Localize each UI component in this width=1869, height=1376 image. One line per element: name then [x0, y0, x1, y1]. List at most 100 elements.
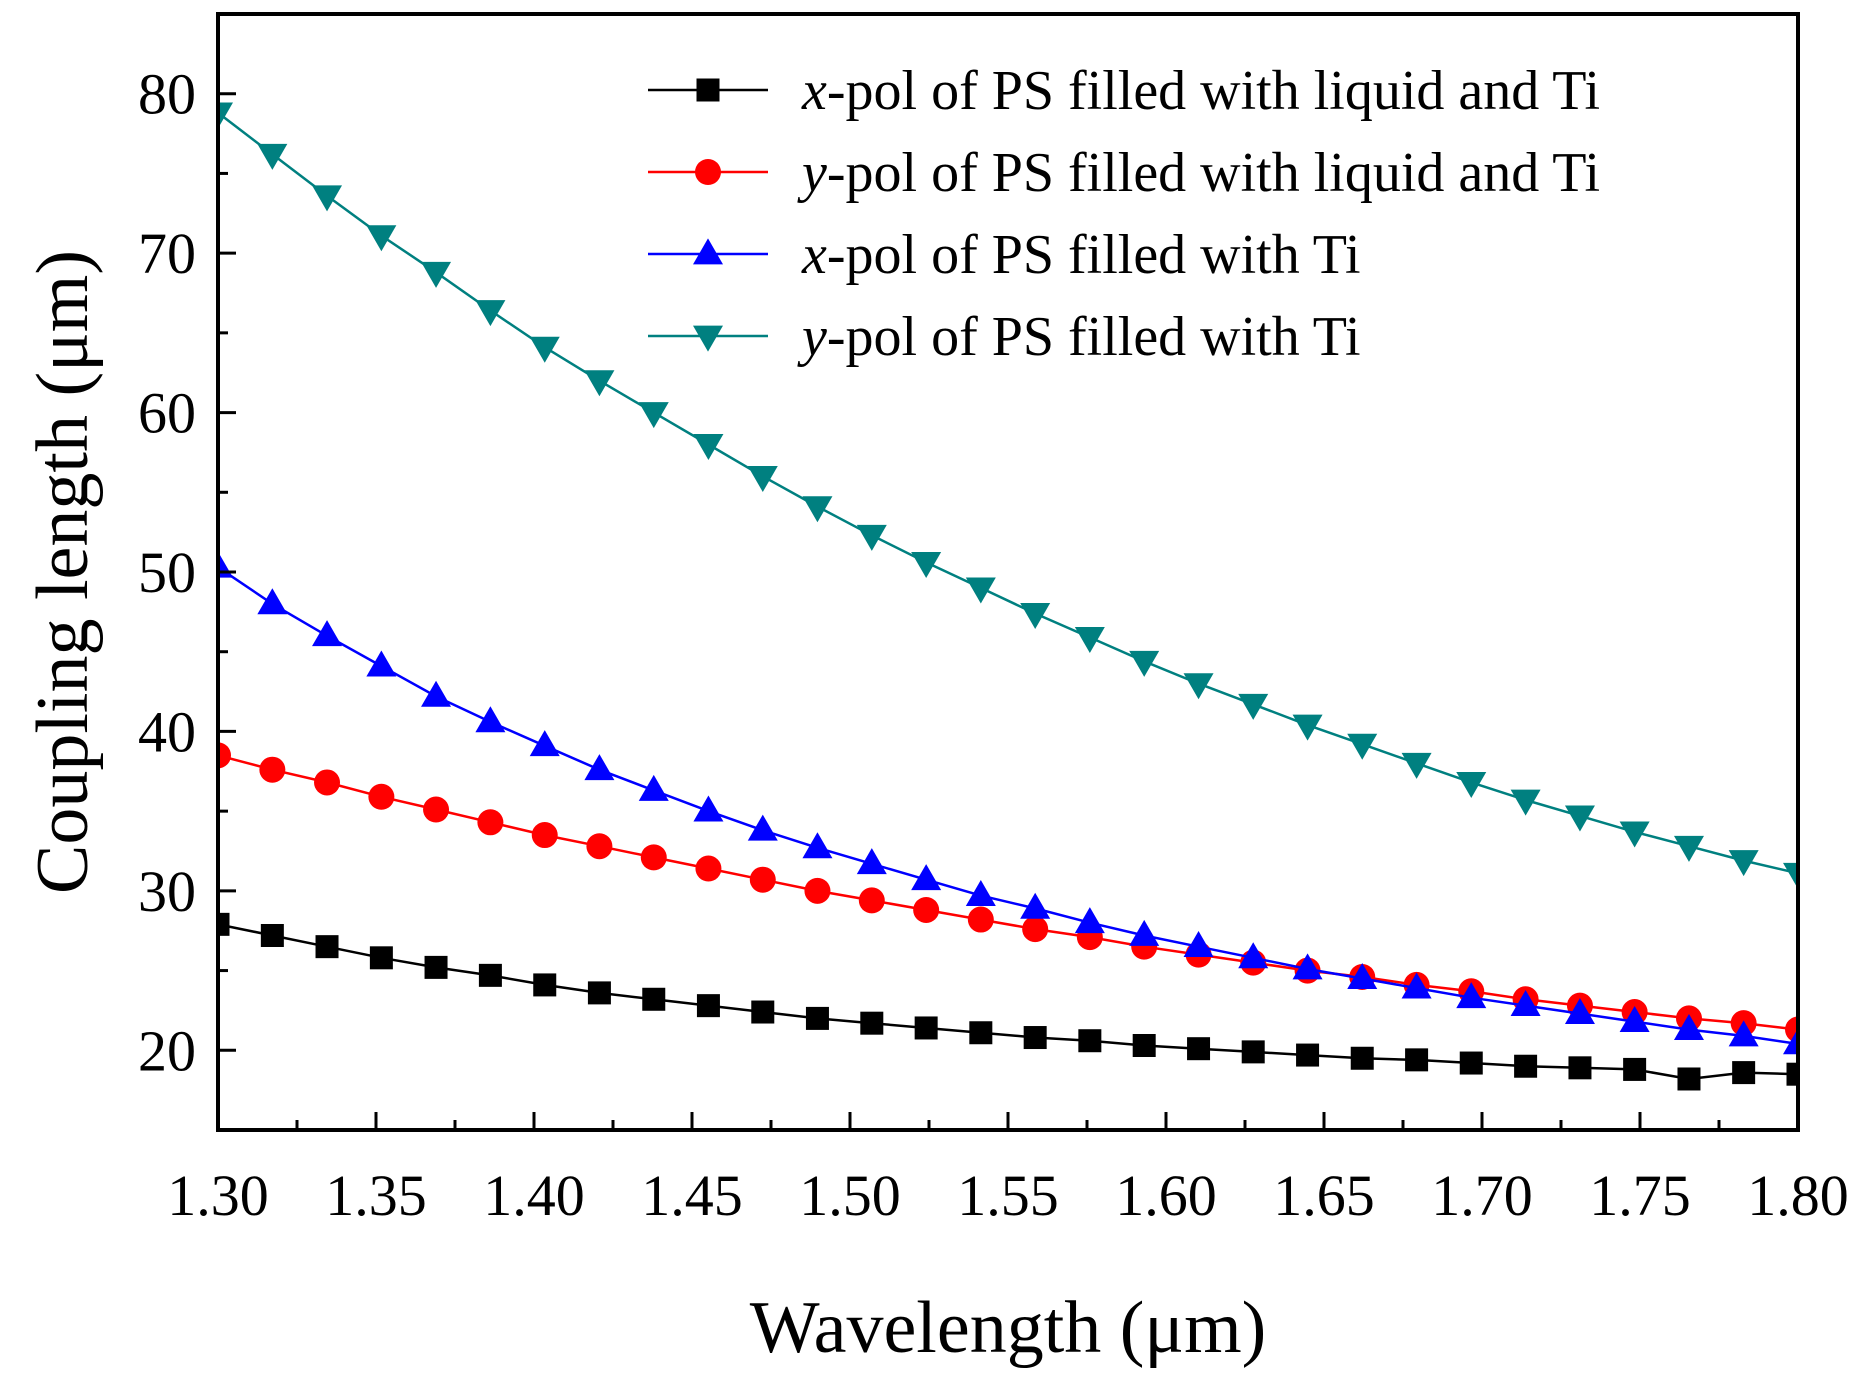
data-point	[913, 896, 940, 923]
data-point	[314, 769, 341, 796]
data-point	[696, 994, 720, 1018]
x-tick-label: 1.55	[957, 1163, 1059, 1228]
data-point	[584, 370, 615, 397]
data-point	[257, 588, 288, 615]
y-tick-label: 70	[138, 221, 196, 286]
data-point	[421, 261, 452, 288]
legend-label: x-pol of PS filled with Ti	[801, 224, 1361, 286]
data-point	[1347, 962, 1378, 989]
data-point	[1292, 714, 1323, 741]
data-point	[1568, 1056, 1592, 1080]
legend-marker	[696, 78, 720, 102]
data-point	[218, 102, 233, 129]
data-point	[1783, 1028, 1798, 1055]
data-point	[1783, 862, 1798, 889]
y-tick-label: 80	[138, 62, 196, 127]
data-point	[218, 912, 230, 936]
data-point	[366, 225, 397, 252]
data-point	[914, 1016, 938, 1040]
data-point	[693, 434, 724, 461]
data-point	[911, 864, 942, 891]
x-tick-label: 1.65	[1273, 1163, 1375, 1228]
data-point	[586, 833, 613, 860]
data-point	[1347, 733, 1378, 760]
data-point	[751, 1000, 775, 1024]
series-2	[218, 742, 1798, 1043]
y-axis-title: Coupling length (μm)	[22, 250, 104, 894]
data-point	[1456, 982, 1487, 1009]
data-point	[1292, 953, 1323, 980]
legend-label: x-pol of PS filled with liquid and Ti	[801, 60, 1600, 122]
x-tick-label: 1.70	[1431, 1163, 1533, 1228]
data-point	[477, 809, 504, 836]
data-point	[1238, 942, 1269, 969]
data-point	[368, 783, 395, 810]
data-point	[259, 756, 286, 783]
data-point	[312, 620, 343, 647]
data-point	[1296, 1043, 1320, 1067]
data-point	[856, 524, 887, 551]
x-axis-title: Wavelength (μm)	[750, 1287, 1267, 1369]
data-point	[1401, 972, 1432, 999]
data-point	[640, 844, 667, 871]
legend-label-var: x	[801, 224, 827, 286]
data-point	[1074, 626, 1105, 653]
data-point	[1129, 650, 1160, 677]
data-point	[638, 402, 669, 429]
series-line-1	[218, 923, 1798, 1081]
data-point	[1074, 907, 1105, 934]
data-point	[315, 935, 339, 959]
data-point	[1728, 1020, 1759, 1047]
data-point	[1677, 1067, 1701, 1091]
data-point	[911, 552, 942, 579]
legend-marker	[695, 159, 721, 185]
data-point	[1020, 892, 1051, 919]
legend-label-var: x	[801, 60, 827, 122]
data-point	[965, 880, 996, 907]
data-point	[478, 963, 502, 987]
data-point	[642, 987, 666, 1011]
x-tick-label: 1.45	[641, 1163, 743, 1228]
data-point	[1241, 1040, 1265, 1064]
axes-layer: 1.30 1.35 1.40 1.45 1.50 1.55 1.60 1.65 1.70 1.75…	[138, 12, 1849, 1228]
y-tick-label: 50	[138, 540, 196, 605]
legend-item-4: y-pol of PS filled with Ti	[648, 306, 1361, 368]
data-point	[1350, 1046, 1374, 1070]
data-point	[804, 877, 831, 904]
data-point	[749, 866, 776, 893]
y-tick-label: 40	[138, 699, 196, 764]
data-point	[860, 1011, 884, 1035]
y-tick-label: 20	[138, 1018, 196, 1083]
data-point	[587, 981, 611, 1005]
data-point	[529, 336, 560, 363]
data-point	[312, 185, 343, 212]
data-point	[366, 650, 397, 677]
data-point	[1022, 916, 1049, 943]
data-point	[1129, 919, 1160, 946]
data-point	[858, 887, 885, 914]
data-point	[638, 774, 669, 801]
data-point	[218, 742, 231, 769]
legend-item-2: y-pol of PS filled with liquid and Ti	[648, 142, 1600, 204]
data-point	[1786, 1062, 1798, 1086]
x-tick-label: 1.30	[167, 1163, 269, 1228]
data-point	[969, 1021, 993, 1045]
data-point	[475, 300, 506, 327]
data-point	[1673, 835, 1704, 862]
data-point	[1732, 1061, 1756, 1085]
legend-marker	[693, 238, 723, 265]
data-point	[747, 465, 778, 492]
data-point	[1619, 821, 1650, 848]
data-point	[693, 795, 724, 822]
data-point	[421, 680, 452, 707]
series-line-3	[218, 566, 1798, 1046]
legend-label-text: -pol of PS filled with liquid and Ti	[827, 60, 1600, 122]
legend-label-text: -pol of PS filled with liquid and Ti	[827, 142, 1600, 204]
x-tick-label: 1.35	[325, 1163, 427, 1228]
data-point	[1401, 752, 1432, 779]
legend-label-var: y	[797, 142, 827, 204]
y-tick-label: 60	[138, 381, 196, 446]
data-point	[1510, 990, 1541, 1017]
legend-label-var: y	[797, 306, 827, 368]
